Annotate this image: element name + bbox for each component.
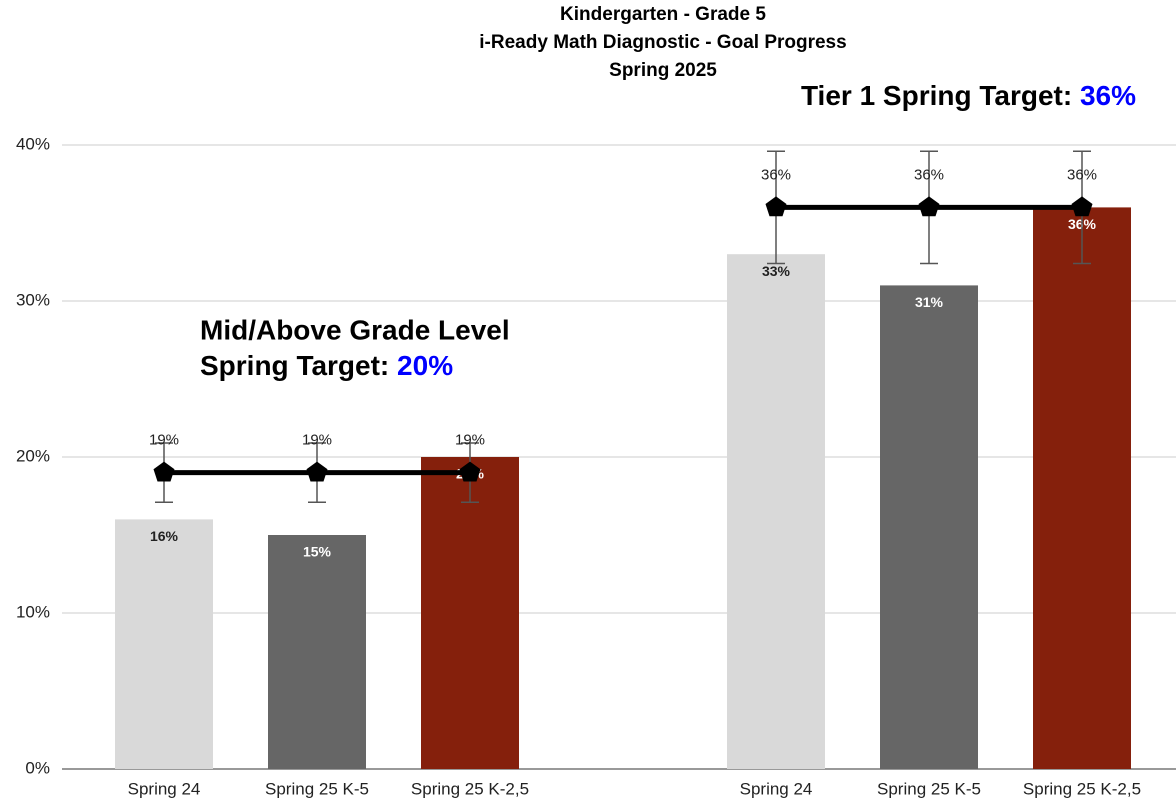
x-tick-label: Spring 25 K-5 — [877, 779, 981, 798]
y-tick-label: 10% — [16, 602, 50, 621]
x-tick-label: Spring 25 K-2,5 — [1023, 779, 1141, 798]
x-tick-label: Spring 25 K-5 — [265, 779, 369, 798]
annotation: Spring Target: 20% — [200, 350, 453, 381]
bar-value-label: 15% — [303, 544, 332, 560]
target-marker — [153, 461, 175, 482]
target-value-label: 36% — [914, 166, 944, 183]
target-marker — [459, 461, 481, 482]
bar-value-label: 33% — [762, 263, 791, 279]
bar — [727, 254, 825, 769]
target-value-label: 19% — [302, 432, 332, 449]
annotation-highlight: 20% — [397, 350, 453, 381]
x-tick-label: Spring 24 — [740, 779, 813, 798]
chart-title: Kindergarten - Grade 5 — [560, 4, 766, 25]
bar-value-label: 31% — [915, 294, 944, 310]
target-value-label: 36% — [1067, 166, 1097, 183]
annotation-highlight: 36% — [1080, 80, 1136, 111]
bar-value-label: 16% — [150, 528, 179, 544]
y-tick-label: 30% — [16, 290, 50, 309]
target-value-label: 19% — [455, 432, 485, 449]
annotation-text: Spring Target: — [200, 350, 397, 381]
target-marker — [1071, 196, 1093, 217]
y-tick-label: 20% — [16, 446, 50, 465]
annotation: Tier 1 Spring Target: 36% — [801, 80, 1136, 111]
bar — [421, 457, 519, 769]
bar — [1033, 207, 1131, 769]
x-tick-label: Spring 24 — [128, 779, 201, 798]
annotation: Mid/Above Grade Level — [200, 314, 510, 345]
chart-title: Spring 2025 — [609, 60, 717, 81]
target-marker — [306, 461, 328, 482]
bar — [268, 535, 366, 769]
y-tick-label: 40% — [16, 134, 50, 153]
target-marker — [765, 196, 787, 217]
target-value-label: 19% — [149, 432, 179, 449]
target-value-label: 36% — [761, 166, 791, 183]
target-marker — [918, 196, 940, 217]
chart-title: i-Ready Math Diagnostic - Goal Progress — [479, 32, 846, 53]
x-tick-label: Spring 25 K-2,5 — [411, 779, 529, 798]
y-tick-label: 0% — [25, 758, 50, 777]
annotation-text: Tier 1 Spring Target: — [801, 80, 1080, 111]
bar — [880, 285, 978, 769]
bar — [115, 519, 213, 769]
